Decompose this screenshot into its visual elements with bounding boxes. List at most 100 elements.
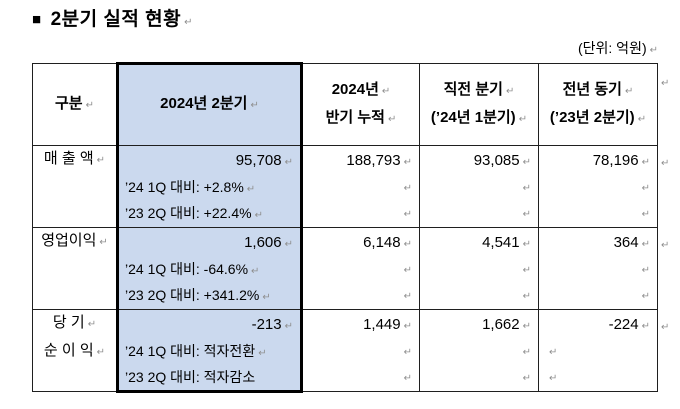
paragraph-mark: ↵ (641, 239, 650, 250)
revenue-prev-value: 93,085 (473, 152, 520, 169)
row-end-mark: ↵ (661, 322, 670, 333)
cell-revenue-yoy: 78,196 ↵ ↵ ↵ (538, 145, 658, 228)
table-row-operating-profit: 영업이익 ↵ 1,606 ↵ ’24 1Q 대비: -64.6% ↵ ’23 2Q 대… (32, 227, 658, 310)
cell-revenue-q2: 95,708 ↵ ’24 1Q 대비: +2.8% ↵ ’23 2Q 대비: +22… (116, 145, 303, 228)
cell-op-prev: 4,541 ↵ ↵ ↵ (419, 227, 539, 310)
cell-net-q2: -213 ↵ ’24 1Q 대비: 적자전환 ↵ ’23 2Q 대비: 적자감소 (116, 309, 303, 393)
revenue-q2-detail1: ’24 1Q 대비: +2.8% (125, 179, 244, 195)
paragraph-mark: ↵ (96, 155, 106, 166)
paragraph-mark: ↵ (403, 347, 412, 358)
revenue-yoy-value: 78,196 (592, 152, 639, 169)
cell-revenue-prev: 93,085 ↵ ↵ ↵ (419, 145, 539, 228)
paragraph-mark: ↵ (184, 17, 193, 28)
cell-op-q2: 1,606 ↵ ’24 1Q 대비: -64.6% ↵ ’23 2Q 대비: +34… (116, 227, 303, 310)
paragraph-mark: ↵ (522, 239, 531, 250)
row-label-text-line2: 순 이 익 (43, 342, 94, 359)
paragraph-mark: ↵ (403, 291, 412, 302)
row-label-operating-profit: 영업이익 ↵ (32, 227, 118, 310)
row-label-revenue: 매 출 액 ↵ (32, 145, 118, 228)
header-half-line1: 2024년 (331, 80, 379, 98)
paragraph-mark: ↵ (85, 99, 94, 111)
revenue-q2-detail2: ’23 2Q 대비: +22.4% (125, 205, 252, 221)
row-end-mark: ↵ (661, 158, 670, 169)
header-previous-quarter: 직전 분기 ↵ (’24년 1분기) ↵ (419, 63, 539, 146)
paragraph-mark: ↵ (518, 113, 528, 125)
results-table: 구분 ↵ 2024년 2분기 ↵ 2024년 ↵ 반기 누적 ↵ 직전 분기 ↵ (’24… (32, 62, 658, 393)
paragraph-mark: ↵ (649, 45, 658, 56)
paragraph-mark: ↵ (284, 239, 293, 250)
paragraph-mark: ↵ (549, 347, 558, 358)
paragraph-mark: ↵ (251, 266, 260, 277)
row-end-mark: ↵ (661, 78, 670, 89)
row-label-text-line1: 당 기 (52, 314, 85, 331)
revenue-half-value: 188,793 (346, 152, 401, 169)
unit-label-text: (단위: 억원) (577, 40, 647, 56)
cell-net-yoy: -224 ↵ ↵ ↵ (538, 309, 658, 392)
unit-label: (단위: 억원) ↵ (578, 38, 658, 58)
paragraph-mark: ↵ (87, 319, 97, 330)
square-bullet-icon: ■ (32, 11, 42, 28)
paragraph-mark: ↵ (403, 373, 412, 384)
paragraph-mark: ↵ (522, 209, 531, 220)
paragraph-mark: ↵ (96, 347, 106, 358)
row-end-mark: ↵ (661, 240, 670, 251)
header-category: 구분 ↵ (32, 63, 118, 146)
paragraph-mark: ↵ (387, 113, 397, 125)
header-q2-2024: 2024년 2분기 ↵ (116, 62, 303, 146)
op-q2-value: 1,606 (244, 234, 282, 251)
cell-net-prev: 1,662 ↵ ↵ ↵ (419, 309, 539, 392)
paragraph-mark: ↵ (641, 157, 650, 168)
net-q2-detail1: ’24 1Q 대비: 적자전환 (125, 343, 256, 359)
paragraph-mark: ↵ (250, 100, 259, 111)
header-q2-2024-text: 2024년 2분기 (160, 95, 248, 112)
table-header-row: 구분 ↵ 2024년 2분기 ↵ 2024년 ↵ 반기 누적 ↵ 직전 분기 ↵ (’24… (32, 62, 658, 146)
header-year-over-year: 전년 동기 ↵ (’23년 2분기) ↵ (538, 63, 658, 146)
cell-revenue-half: 188,793 ↵ ↵ ↵ (301, 145, 420, 228)
paragraph-mark: ↵ (262, 292, 271, 303)
paragraph-mark: ↵ (549, 373, 558, 384)
paragraph-mark: ↵ (403, 321, 412, 332)
paragraph-mark: ↵ (99, 237, 108, 248)
page-title-text: 2분기 실적 현황 (50, 9, 182, 30)
header-yoy-line2: (’23년 2분기) (549, 108, 635, 126)
table-row-net-income: 당 기 ↵ 순 이 익 ↵ -213 ↵ ’24 1Q 대비: 적자전환 ↵ ’23 2… (32, 309, 658, 393)
paragraph-mark: ↵ (641, 265, 650, 276)
paragraph-mark: ↵ (624, 85, 634, 97)
net-yoy-value: -224 (608, 316, 639, 333)
cell-net-half: 1,449 ↵ ↵ ↵ (301, 309, 420, 392)
header-prev-line2: (’24년 1분기) (430, 108, 516, 126)
paragraph-mark: ↵ (246, 184, 256, 195)
paragraph-mark: ↵ (403, 239, 412, 250)
page-title: ■ 2분기 실적 현황 ↵ (32, 4, 192, 31)
paragraph-mark: ↵ (403, 183, 412, 194)
paragraph-mark: ↵ (284, 157, 293, 168)
paragraph-mark: ↵ (641, 321, 650, 332)
paragraph-mark: ↵ (381, 85, 391, 97)
op-q2-detail2: ’23 2Q 대비: +341.2% (125, 287, 260, 303)
header-half-line2: 반기 누적 (325, 108, 385, 126)
paragraph-mark: ↵ (641, 209, 650, 220)
op-yoy-value: 364 (613, 234, 639, 251)
cell-op-half: 6,148 ↵ ↵ ↵ (301, 227, 420, 310)
op-half-value: 6,148 (363, 234, 401, 251)
paragraph-mark: ↵ (403, 265, 412, 276)
paragraph-mark: ↵ (505, 85, 515, 97)
row-label-text: 매 출 액 (43, 150, 94, 167)
paragraph-mark: ↵ (284, 321, 293, 332)
row-label-text: 영업이익 (41, 232, 97, 249)
paragraph-mark: ↵ (522, 183, 531, 194)
header-yoy-line1: 전년 동기 (562, 80, 622, 98)
net-q2-value: -213 (251, 316, 282, 333)
paragraph-mark: ↵ (522, 265, 531, 276)
net-q2-detail2: ’23 2Q 대비: 적자감소 (125, 369, 256, 385)
paragraph-mark: ↵ (258, 348, 267, 359)
op-q2-detail1: ’24 1Q 대비: -64.6% (125, 261, 249, 277)
paragraph-mark: ↵ (522, 373, 531, 384)
paragraph-mark: ↵ (403, 209, 412, 220)
paragraph-mark: ↵ (637, 113, 647, 125)
paragraph-mark: ↵ (522, 291, 531, 302)
paragraph-mark: ↵ (522, 321, 531, 332)
table-row-revenue: 매 출 액 ↵ 95,708 ↵ ’24 1Q 대비: +2.8% ↵ ’23 2Q … (32, 145, 658, 228)
header-category-text: 구분 (55, 94, 83, 112)
